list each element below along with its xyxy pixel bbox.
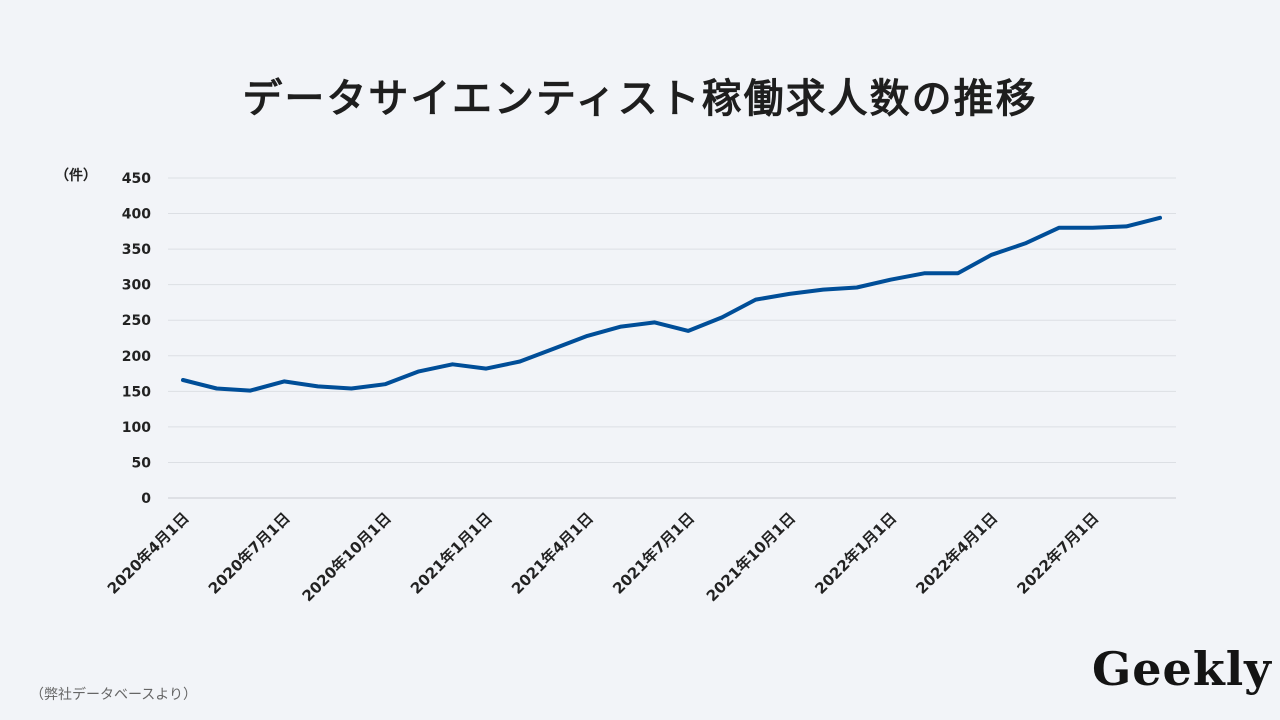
x-tick-label: 2021年4月1日 bbox=[508, 509, 597, 598]
y-tick-label: 350 bbox=[122, 242, 151, 258]
x-tick-label: 2020年10月1日 bbox=[299, 509, 395, 605]
y-tick-label: 150 bbox=[122, 384, 151, 400]
x-tick-label: 2022年4月1日 bbox=[912, 509, 1001, 598]
y-tick-label: 400 bbox=[122, 207, 151, 223]
x-tick-label: 2022年1月1日 bbox=[811, 509, 900, 598]
y-tick-label: 100 bbox=[122, 420, 151, 436]
chart-title: データサイエンティスト稼働求人数の推移 bbox=[242, 76, 1038, 122]
y-tick-label: 200 bbox=[122, 349, 151, 365]
y-tick-label: 0 bbox=[141, 491, 151, 507]
x-tick-label: 2021年1月1日 bbox=[407, 509, 496, 598]
y-axis-unit-label: （件） bbox=[55, 167, 97, 184]
y-tick-label: 250 bbox=[122, 313, 151, 329]
series-line bbox=[181, 215, 1162, 393]
x-tick-label: 2021年7月1日 bbox=[609, 509, 698, 598]
x-tick-label: 2020年7月1日 bbox=[205, 509, 294, 598]
geekly-logo: Geekly bbox=[1092, 642, 1272, 696]
x-tick-label: 2022年7月1日 bbox=[1013, 509, 1102, 598]
y-tick-label: 450 bbox=[122, 171, 151, 187]
y-tick-label: 50 bbox=[132, 455, 152, 471]
x-tick-label: 2020年4月1日 bbox=[104, 509, 193, 598]
x-tick-label: 2021年10月1日 bbox=[703, 509, 799, 605]
source-note: （弊社データベースより） bbox=[30, 687, 198, 703]
y-tick-label: 300 bbox=[122, 278, 151, 294]
